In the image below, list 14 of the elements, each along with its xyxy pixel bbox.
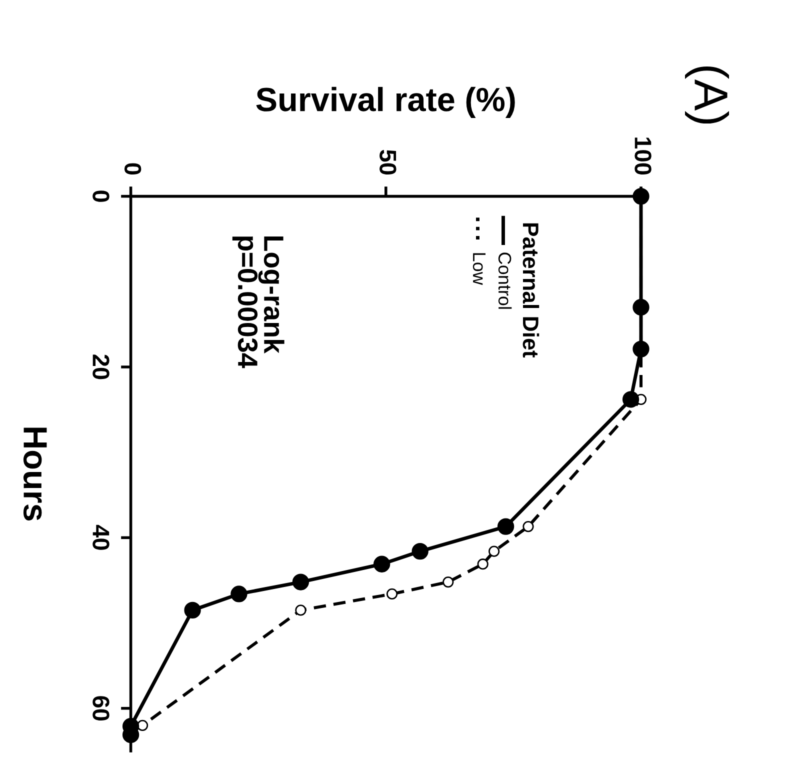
y-tick-label: 60 bbox=[92, 696, 110, 720]
legend-label: Control bbox=[498, 252, 512, 309]
legend-title: Paternal Diet bbox=[522, 223, 540, 358]
legend-label: Low bbox=[472, 253, 486, 285]
y-tick-label: 20 bbox=[92, 354, 110, 380]
chart-title: (A) bbox=[685, 66, 730, 124]
x-tick-label: 0 bbox=[124, 163, 142, 174]
x-tick-label: 100 bbox=[634, 138, 652, 175]
x-axis-title: Survival rate (%) bbox=[256, 86, 515, 118]
annotation: Log-rank p=0.00034 bbox=[232, 236, 284, 368]
y-tick-label: 0 bbox=[92, 190, 110, 202]
y-axis-title: Hours bbox=[23, 428, 47, 520]
y-tick-label: 40 bbox=[92, 524, 110, 550]
x-tick-label: 50 bbox=[380, 150, 396, 174]
